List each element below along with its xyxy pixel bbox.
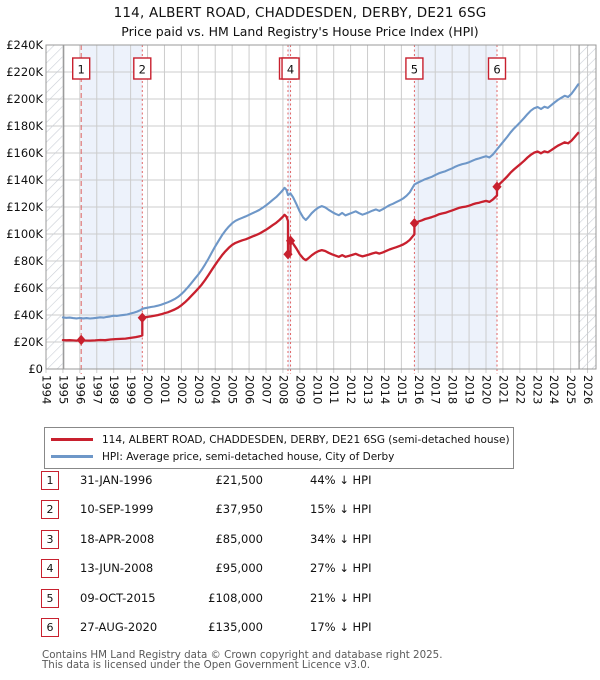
legend-hpi-label: HPI: Average price, semi-detached house,… [102,450,395,463]
license-footer: Contains HM Land Registry data © Crown c… [42,650,443,671]
svg-text:2012: 2012 [344,375,358,404]
svg-text:2000: 2000 [141,375,155,404]
svg-text:2010: 2010 [310,375,324,404]
sale-vs-hpi: 15% ↓ HPI [310,502,372,516]
svg-text:£220K: £220K [6,65,43,79]
sale-price: £21,500 [215,473,263,487]
sale-date: 09-OCT-2015 [80,591,156,605]
legend-property-label: 114, ALBERT ROAD, CHADDESDEN, DERBY, DE2… [102,433,510,446]
svg-text:2024: 2024 [547,375,561,404]
svg-text:2: 2 [139,63,146,77]
sale-number-badge: 5 [41,589,59,608]
svg-text:2002: 2002 [175,375,189,404]
svg-text:2013: 2013 [361,375,375,404]
svg-text:1: 1 [78,63,85,77]
legend-row-property: 114, ALBERT ROAD, CHADDESDEN, DERBY, DE2… [51,431,510,448]
svg-text:£20K: £20K [14,335,44,349]
svg-text:2005: 2005 [226,375,240,404]
svg-text:2021: 2021 [496,375,510,404]
sale-vs-hpi: 44% ↓ HPI [310,473,372,487]
sale-row: 6 27-AUG-2020 £135,000 17% ↓ HPI [0,618,600,638]
legend-row-hpi: HPI: Average price, semi-detached house,… [51,448,507,465]
svg-text:2017: 2017 [429,375,443,404]
svg-text:2015: 2015 [395,375,409,404]
svg-text:£60K: £60K [14,281,44,295]
svg-text:2020: 2020 [480,375,494,404]
page-title: 114, ALBERT ROAD, CHADDESDEN, DERBY, DE2… [113,5,487,21]
footer-line-1: Contains HM Land Registry data © Crown c… [42,649,443,661]
svg-text:2009: 2009 [293,375,307,404]
svg-text:2019: 2019 [463,375,477,404]
svg-text:2018: 2018 [446,375,460,404]
price-chart: 123456£0£20K£40K£60K£80K£100K£120K£140K£… [6,38,597,404]
sale-row: 5 09-OCT-2015 £108,000 21% ↓ HPI [0,589,600,609]
svg-text:2001: 2001 [158,375,172,404]
svg-text:£180K: £180K [6,119,43,133]
sale-vs-hpi: 21% ↓ HPI [310,591,372,605]
sale-number-badge: 4 [41,559,59,578]
sale-vs-hpi: 27% ↓ HPI [310,561,372,575]
svg-text:1994: 1994 [40,375,54,404]
svg-text:4: 4 [287,63,294,77]
svg-text:1997: 1997 [90,375,104,404]
svg-text:2023: 2023 [530,375,544,404]
sale-price: £95,000 [215,561,263,575]
svg-text:1995: 1995 [56,375,70,404]
svg-text:1998: 1998 [107,375,121,404]
sale-row: 1 31-JAN-1996 £21,500 44% ↓ HPI [0,471,600,491]
svg-text:£120K: £120K [6,200,43,214]
svg-text:2026: 2026 [581,375,595,404]
sale-date: 27-AUG-2020 [80,620,158,634]
sale-price: £85,000 [215,532,263,546]
sale-vs-hpi: 34% ↓ HPI [310,532,372,546]
svg-text:£80K: £80K [14,254,44,268]
svg-text:2016: 2016 [412,375,426,404]
svg-text:£240K: £240K [6,38,43,52]
property-line-swatch [51,438,93,441]
svg-text:2022: 2022 [513,375,527,404]
svg-text:£100K: £100K [6,227,43,241]
sale-number-badge: 3 [41,530,59,549]
svg-text:2011: 2011 [327,375,341,404]
svg-text:£140K: £140K [6,173,43,187]
sale-date: 31-JAN-1996 [80,473,153,487]
page-subtitle: Price paid vs. HM Land Registry's House … [121,24,479,39]
svg-text:£0: £0 [28,362,43,376]
sale-row: 3 18-APR-2008 £85,000 34% ↓ HPI [0,530,600,550]
svg-text:£40K: £40K [14,308,44,322]
sale-date: 18-APR-2008 [80,532,155,546]
sale-row: 2 10-SEP-1999 £37,950 15% ↓ HPI [0,500,600,520]
svg-text:1996: 1996 [73,375,87,404]
sale-number-badge: 2 [41,500,59,519]
sale-row: 4 13-JUN-2008 £95,000 27% ↓ HPI [0,559,600,579]
svg-text:2007: 2007 [260,375,274,404]
sale-price: £135,000 [208,620,263,634]
sale-date: 13-JUN-2008 [80,561,154,575]
svg-text:2003: 2003 [192,375,206,404]
svg-text:£160K: £160K [6,146,43,160]
svg-text:2004: 2004 [209,375,223,404]
svg-text:2008: 2008 [276,375,290,404]
sale-date: 10-SEP-1999 [80,502,154,516]
sale-number-badge: 1 [41,471,59,490]
sale-vs-hpi: 17% ↓ HPI [310,620,372,634]
svg-text:2006: 2006 [243,375,257,404]
sale-price: £37,950 [215,502,263,516]
svg-text:1999: 1999 [124,375,138,404]
sale-price: £108,000 [208,591,263,605]
hpi-line-swatch [51,455,93,458]
svg-text:2025: 2025 [564,375,578,404]
sale-number-badge: 6 [41,618,59,637]
svg-text:£200K: £200K [6,92,43,106]
svg-text:5: 5 [411,63,418,77]
footer-line-2: This data is licensed under the Open Gov… [42,659,371,672]
legend: 114, ALBERT ROAD, CHADDESDEN, DERBY, DE2… [44,427,514,469]
svg-text:6: 6 [493,63,500,77]
svg-text:2014: 2014 [378,375,392,404]
